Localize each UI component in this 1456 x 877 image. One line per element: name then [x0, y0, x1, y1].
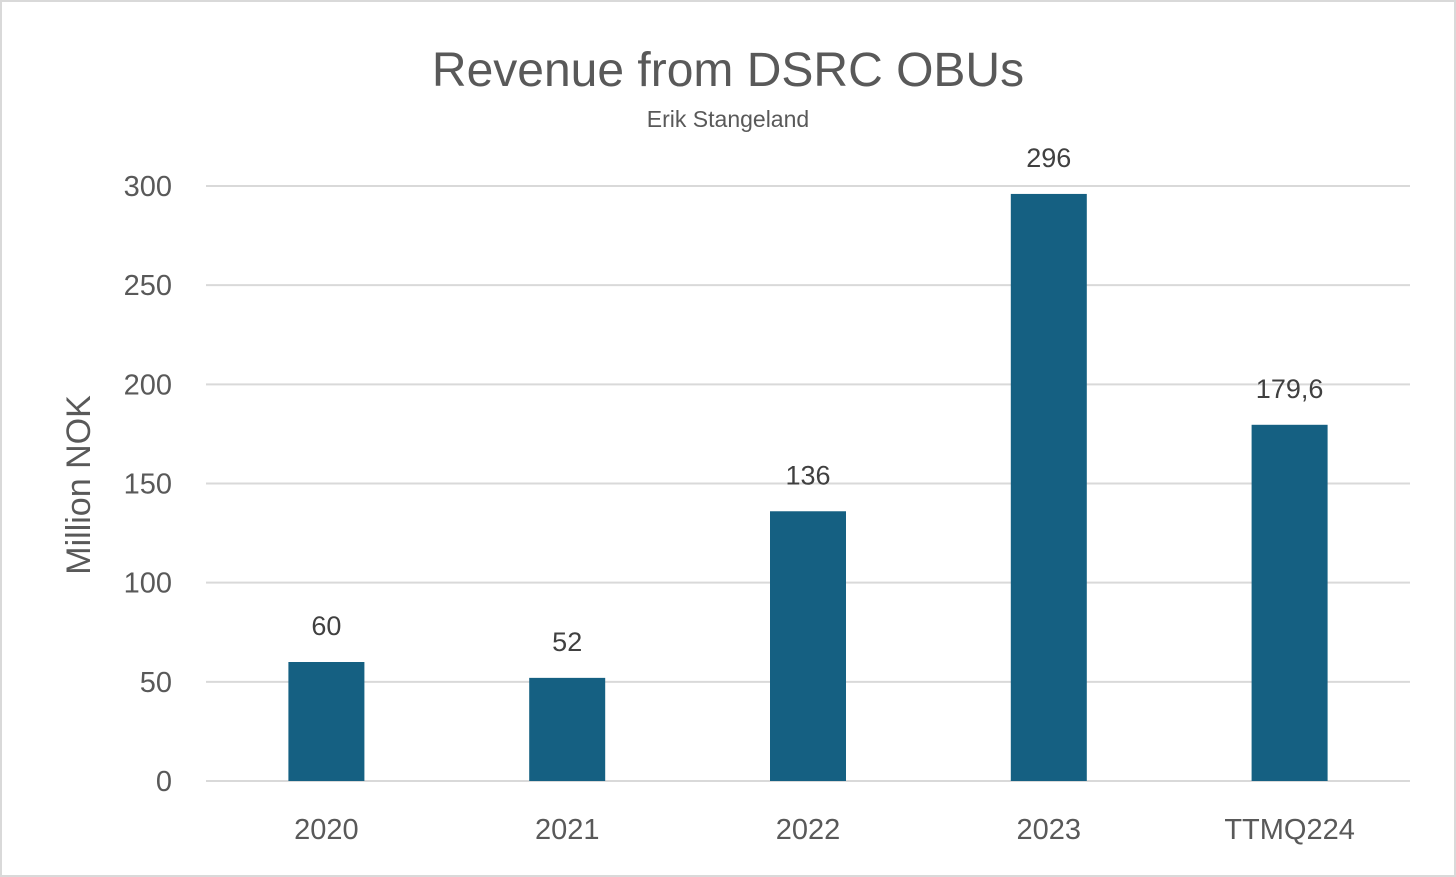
data-label: 296	[1026, 143, 1071, 173]
bar	[1251, 424, 1328, 781]
data-labels: 60 52 136 296 179,6	[311, 143, 1323, 657]
y-tick-label: 200	[124, 369, 172, 401]
bars	[288, 193, 1328, 781]
chart-title: Revenue from DSRC OBUs	[432, 44, 1024, 97]
y-tick-label: 300	[124, 171, 172, 203]
y-axis-label: Million NOK	[60, 395, 98, 575]
bar	[529, 677, 606, 781]
y-tick-label: 100	[124, 568, 172, 600]
chart-subtitle: Erik Stangeland	[647, 106, 809, 132]
data-label: 60	[311, 611, 341, 641]
x-tick-label: 2022	[776, 814, 841, 846]
bar	[288, 662, 365, 781]
x-tick-label: TTMQ224	[1224, 814, 1355, 846]
x-tick-label: 2021	[535, 814, 600, 846]
bar	[1010, 193, 1087, 781]
data-label: 52	[552, 627, 582, 657]
y-tick-label: 50	[140, 667, 172, 699]
bar	[770, 511, 846, 781]
y-axis-ticks: 0 50 100 150 200 250 300	[124, 171, 172, 798]
data-label: 179,6	[1256, 374, 1324, 404]
x-tick-label: 2023	[1017, 814, 1082, 846]
data-label: 136	[785, 460, 830, 490]
y-tick-label: 0	[156, 766, 172, 798]
x-axis-ticks: 2020 2021 2022 2023 TTMQ224	[294, 814, 1355, 846]
x-tick-label: 2020	[294, 814, 359, 846]
y-tick-label: 150	[124, 469, 172, 501]
y-tick-label: 250	[124, 270, 172, 302]
